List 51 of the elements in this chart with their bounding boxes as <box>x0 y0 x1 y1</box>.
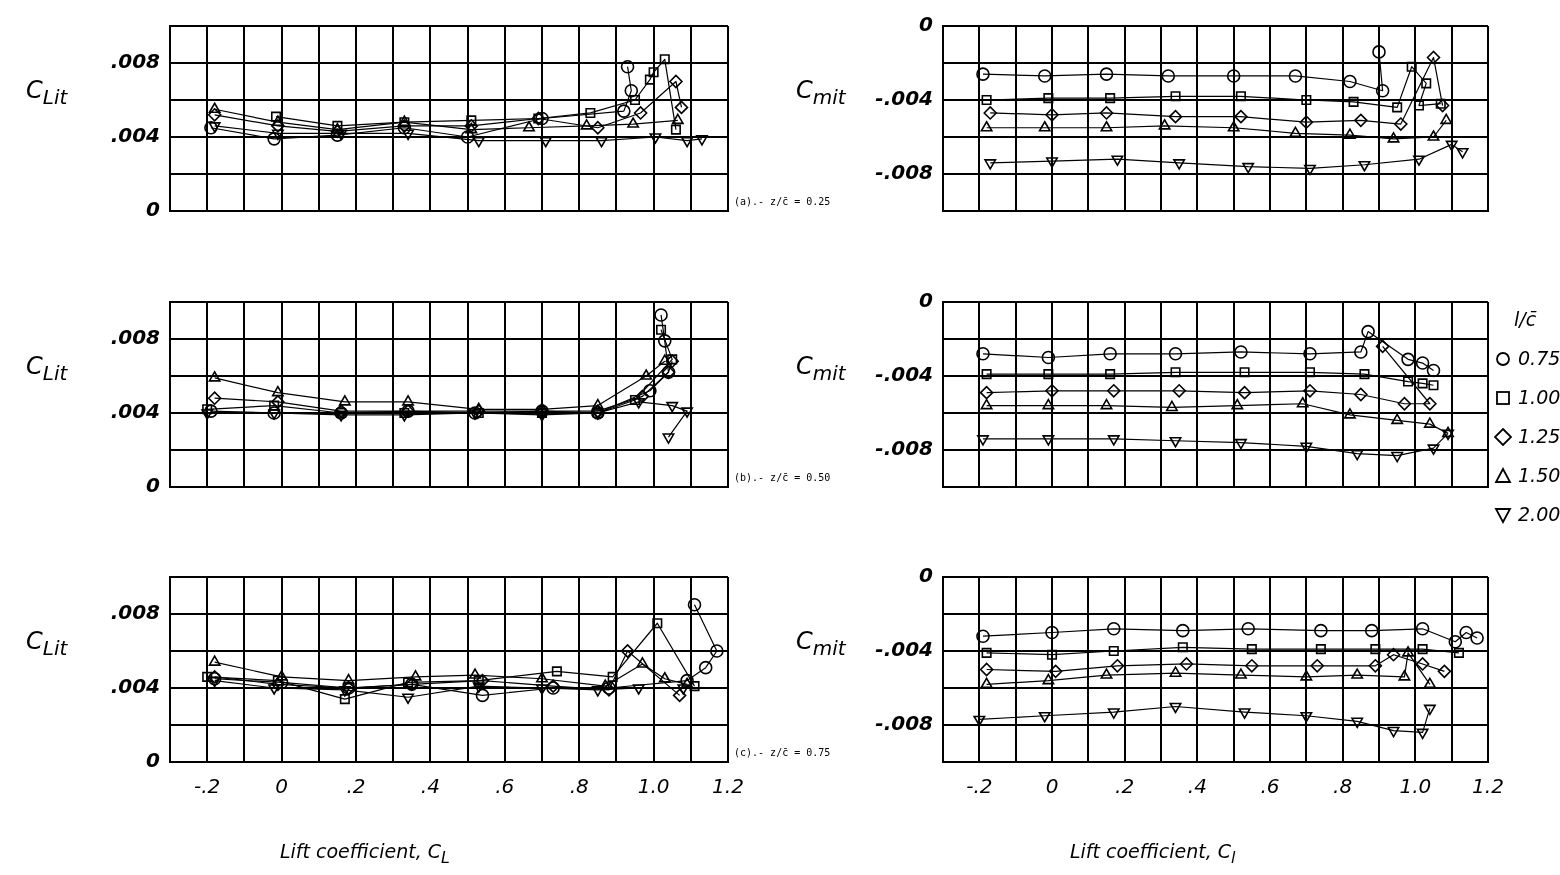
y-axis-title: C$_{mit}$ <box>796 76 846 109</box>
legend-label: 0.75 <box>1518 346 1560 371</box>
legend-title: l/c̄ <box>1513 307 1538 332</box>
y-tick-label: .008 <box>110 600 161 625</box>
x-tick-label: .4 <box>1187 774 1207 799</box>
x-axis-title: Lift coefficient, C$_{L}$ <box>280 840 450 867</box>
y-axis-title: C$_{Lit}$ <box>26 627 68 660</box>
x-tick-label: 0 <box>1045 774 1059 799</box>
y-tick-label: -.008 <box>875 436 934 461</box>
y-tick-label: -.004 <box>875 637 933 662</box>
legend-label: 1.25 <box>1518 424 1560 449</box>
legend-label: 2.00 <box>1518 502 1560 527</box>
y-tick-label: .004 <box>110 123 160 148</box>
text: (c).- z/c̄ = 0.75 <box>734 747 831 758</box>
x-tick-label: 1.2 <box>712 774 744 799</box>
y-tick-label: 0 <box>919 12 934 37</box>
y-tick-label: .008 <box>110 49 161 74</box>
y-tick-label: -.004 <box>875 86 933 111</box>
x-tick-label: .8 <box>1333 774 1353 799</box>
y-axis-title: C$_{Lit}$ <box>26 352 68 385</box>
x-tick-label: -.2 <box>966 774 993 799</box>
x-tick-label: .2 <box>346 774 366 799</box>
x-tick-label: 1.0 <box>637 774 670 799</box>
x-tick-label: .6 <box>1260 774 1280 799</box>
x-tick-label: -.2 <box>194 774 221 799</box>
y-axis-title: C$_{mit}$ <box>796 352 846 385</box>
x-tick-label: .2 <box>1115 774 1135 799</box>
y-tick-label: .004 <box>110 674 160 699</box>
y-tick-label: .008 <box>110 325 161 350</box>
x-tick-label: .8 <box>569 774 589 799</box>
y-tick-label: .004 <box>110 399 160 424</box>
x-tick-label: 1.2 <box>1472 774 1504 799</box>
y-tick-label: -.008 <box>875 711 934 736</box>
y-tick-label: 0 <box>146 748 161 773</box>
y-tick-label: 0 <box>919 563 934 588</box>
y-tick-label: 0 <box>919 288 934 313</box>
x-tick-label: .4 <box>420 774 440 799</box>
y-tick-label: 0 <box>146 473 161 498</box>
x-axis-title: Lift coefficient, C$_{l}$ <box>1070 840 1236 867</box>
x-tick-label: .6 <box>495 774 515 799</box>
text: (b).- z/c̄ = 0.50 <box>734 472 831 483</box>
y-tick-label: -.008 <box>875 160 934 185</box>
x-tick-label: 1.0 <box>1399 774 1432 799</box>
y-axis-title: C$_{Lit}$ <box>26 76 68 109</box>
legend-label: 1.50 <box>1518 463 1560 488</box>
text: (a).- z/c̄ = 0.25 <box>734 196 831 207</box>
y-axis-title: C$_{mit}$ <box>796 627 846 660</box>
y-tick-label: 0 <box>146 197 161 222</box>
legend-label: 1.00 <box>1518 385 1560 410</box>
x-tick-label: 0 <box>275 774 288 799</box>
y-tick-label: -.004 <box>875 362 933 387</box>
